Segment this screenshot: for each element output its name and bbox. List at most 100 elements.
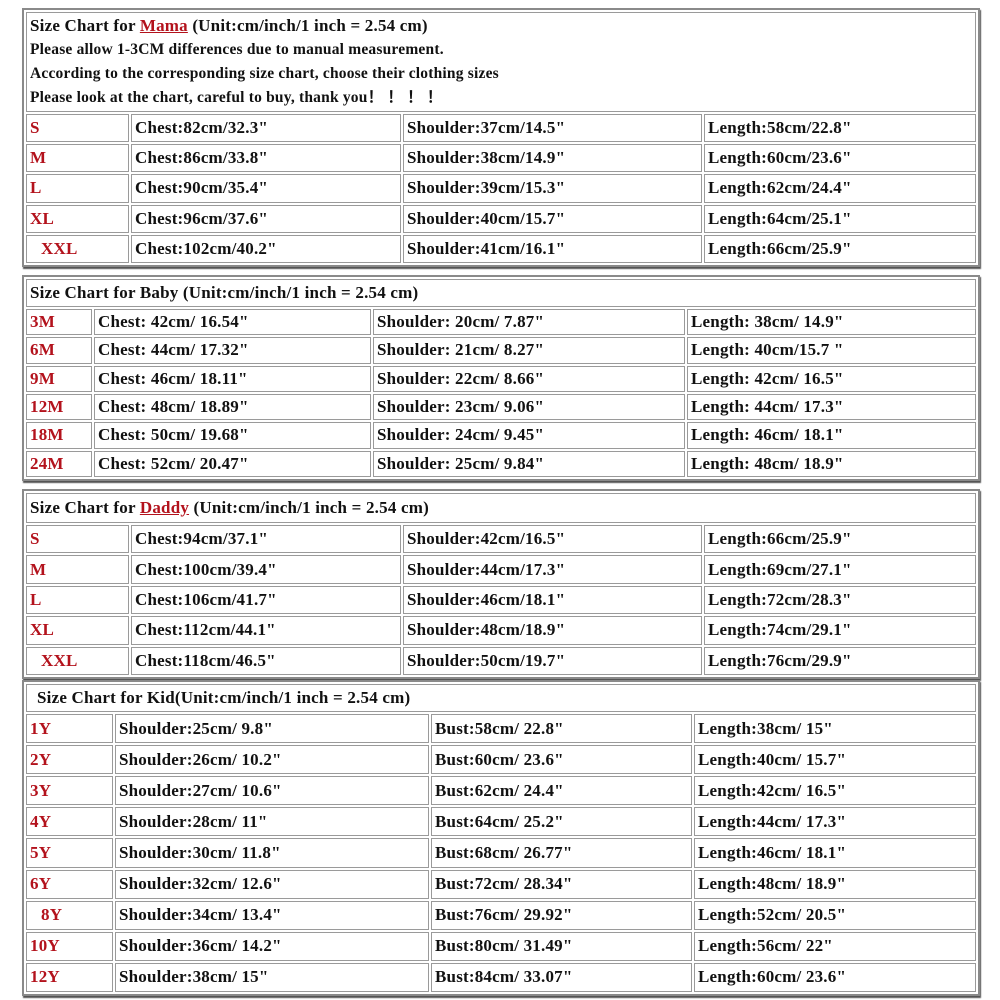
measurement-1: Shoulder:32cm/ 12.6" (115, 869, 429, 899)
baby-size-row: 18M Chest: 50cm/ 19.68" Shoulder: 24cm/ 9.… (26, 422, 976, 449)
measurement-2: Shoulder: 20cm/ 7.87" (373, 309, 685, 336)
size-label: 9M (26, 365, 92, 392)
kid-title: Size Chart for Kid(Unit:cm/inch/1 inch =… (37, 688, 411, 707)
mama-size-row: S Chest:82cm/32.3" Shoulder:37cm/14.5" Leng… (26, 114, 976, 143)
measurement-1: Shoulder:30cm/ 11.8" (115, 838, 429, 868)
measurement-1: Chest:82cm/32.3" (131, 114, 401, 143)
kid-size-row: 12Y Shoulder:38cm/ 15" Bust:84cm/ 33.07" Le… (26, 962, 976, 992)
note-line: Please allow 1-3CM differences due to ma… (30, 41, 444, 58)
measurement-3: Length:40cm/ 15.7" (694, 745, 976, 775)
size-label: XL (26, 204, 129, 233)
kid-size-row: 6Y Shoulder:32cm/ 12.6" Bust:72cm/ 28.34" L… (26, 869, 976, 899)
size-label: 6Y (26, 869, 113, 899)
measurement-1: Chest:86cm/33.8" (131, 144, 401, 173)
measurement-1: Chest: 44cm/ 17.32" (94, 337, 371, 364)
daddy-size-row: M Chest:100cm/39.4" Shoulder:44cm/17.3" Len… (26, 555, 976, 584)
measurement-2: Shoulder: 24cm/ 9.45" (373, 422, 685, 449)
kid-header: Size Chart for Kid(Unit:cm/inch/1 inch =… (26, 684, 976, 712)
measurement-3: Length: 38cm/ 14.9" (687, 309, 976, 336)
daddy-size-row: XXL Chest:118cm/46.5" Shoulder:50cm/19.7" L… (26, 646, 976, 675)
baby-header: Size Chart for Baby (Unit:cm/inch/1 inch… (26, 279, 976, 307)
measurement-2: Bust:64cm/ 25.2" (431, 807, 692, 837)
baby-size-row: 12M Chest: 48cm/ 18.89" Shoulder: 23cm/ 9.… (26, 393, 976, 421)
measurement-3: Length:64cm/25.1" (704, 204, 976, 233)
size-label: 18M (26, 422, 92, 449)
size-label: M (26, 144, 129, 173)
size-label: 1Y (26, 714, 113, 744)
measurement-2: Shoulder: 23cm/ 9.06" (373, 393, 685, 421)
measurement-1: Shoulder:25cm/ 9.8" (115, 714, 429, 744)
measurement-3: Length:58cm/22.8" (704, 114, 976, 143)
mama-header: Size Chart for Mama (Unit:cm/inch/1 inch… (26, 12, 976, 112)
measurement-2: Bust:80cm/ 31.49" (431, 931, 692, 961)
size-label: 24M (26, 450, 92, 477)
measurement-3: Length:56cm/ 22" (694, 931, 976, 961)
title-prefix: Size Chart for (30, 498, 140, 517)
baby-size-row: 9M Chest: 46cm/ 18.11" Shoulder: 22cm/ 8.6… (26, 365, 976, 392)
mama-highlight: Mama (139, 16, 188, 35)
baby-size-chart: Size Chart for Baby (Unit:cm/inch/1 inch… (22, 275, 980, 481)
measurement-1: Shoulder:26cm/ 10.2" (115, 745, 429, 775)
measurement-2: Shoulder: 21cm/ 8.27" (373, 337, 685, 364)
measurement-3: Length:72cm/28.3" (704, 585, 976, 615)
measurement-2: Bust:68cm/ 26.77" (431, 838, 692, 868)
title-suffix: (Unit:cm/inch/1 inch = 2.54 cm) (189, 498, 429, 517)
measurement-2: Shoulder:48cm/18.9" (403, 616, 702, 645)
measurement-1: Shoulder:38cm/ 15" (115, 962, 429, 992)
kid-size-row: 2Y Shoulder:26cm/ 10.2" Bust:60cm/ 23.6" Le… (26, 745, 976, 775)
measurement-2: Shoulder:39cm/15.3" (403, 174, 702, 203)
measurement-3: Length: 46cm/ 18.1" (687, 422, 976, 449)
measurement-2: Shoulder:46cm/18.1" (403, 585, 702, 615)
baby-title: Size Chart for Baby (Unit:cm/inch/1 inch… (30, 283, 419, 302)
size-label: S (26, 525, 129, 554)
measurement-3: Length:62cm/24.4" (704, 174, 976, 203)
size-label: 12M (26, 393, 92, 421)
title-prefix: Size Chart for (30, 16, 140, 35)
measurement-1: Chest:102cm/40.2" (131, 234, 401, 263)
mama-size-row: XL Chest:96cm/37.6" Shoulder:40cm/15.7" Len… (26, 204, 976, 233)
size-label: L (26, 585, 129, 615)
size-label: 2Y (26, 745, 113, 775)
measurement-3: Length:76cm/29.9" (704, 646, 976, 675)
size-label: 4Y (26, 807, 113, 837)
size-label: XXL (26, 646, 129, 675)
measurement-1: Chest:94cm/37.1" (131, 525, 401, 554)
daddy-size-row: XL Chest:112cm/44.1" Shoulder:48cm/18.9" Le… (26, 616, 976, 645)
measurement-3: Length:44cm/ 17.3" (694, 807, 976, 837)
size-label: 12Y (26, 962, 113, 992)
daddy-size-row: S Chest:94cm/37.1" Shoulder:42cm/16.5" Leng… (26, 525, 976, 554)
mama-size-chart: Size Chart for Mama (Unit:cm/inch/1 inch… (22, 8, 980, 267)
kid-size-row: 1Y Shoulder:25cm/ 9.8" Bust:58cm/ 22.8" Len… (26, 714, 976, 744)
measurement-2: Shoulder: 25cm/ 9.84" (373, 450, 685, 477)
baby-size-row: 24M Chest: 52cm/ 20.47" Shoulder: 25cm/ 9.… (26, 450, 976, 477)
measurement-2: Shoulder:40cm/15.7" (403, 204, 702, 233)
kid-size-row: 10Y Shoulder:36cm/ 14.2" Bust:80cm/ 31.49"… (26, 931, 976, 961)
measurement-3: Length:60cm/23.6" (704, 144, 976, 173)
mama-title: Size Chart for Mama (Unit:cm/inch/1 inch… (30, 14, 975, 38)
measurement-3: Length:46cm/ 18.1" (694, 838, 976, 868)
measurement-2: Bust:84cm/ 33.07" (431, 962, 692, 992)
note-line: According to the corresponding size char… (30, 65, 499, 82)
note-line: Please look at the chart, careful to buy… (30, 89, 443, 106)
measurement-1: Shoulder:28cm/ 11" (115, 807, 429, 837)
measurement-3: Length:42cm/ 16.5" (694, 776, 976, 806)
measurement-1: Shoulder:27cm/ 10.6" (115, 776, 429, 806)
size-label: S (26, 114, 129, 143)
measurement-1: Chest:96cm/37.6" (131, 204, 401, 233)
measurement-3: Length:48cm/ 18.9" (694, 869, 976, 899)
mama-size-row: XXL Chest:102cm/40.2" Shoulder:41cm/16.1" L… (26, 234, 976, 263)
kid-size-chart: Size Chart for Kid(Unit:cm/inch/1 inch =… (22, 680, 980, 996)
daddy-size-chart: Size Chart for Daddy (Unit:cm/inch/1 inc… (22, 489, 980, 679)
title-suffix: (Unit:cm/inch/1 inch = 2.54 cm) (187, 16, 428, 35)
size-label: M (26, 555, 129, 584)
kid-size-row: 5Y Shoulder:30cm/ 11.8" Bust:68cm/ 26.77" L… (26, 838, 976, 868)
measurement-2: Bust:60cm/ 23.6" (431, 745, 692, 775)
measurement-3: Length:66cm/25.9" (704, 234, 976, 263)
mama-size-row: L Chest:90cm/35.4" Shoulder:39cm/15.3" Leng… (26, 174, 976, 203)
measurement-3: Length:69cm/27.1" (704, 555, 976, 584)
measurement-3: Length:74cm/29.1" (704, 616, 976, 645)
measurement-1: Shoulder:36cm/ 14.2" (115, 931, 429, 961)
measurement-1: Chest: 46cm/ 18.11" (94, 365, 371, 392)
measurement-2: Shoulder:44cm/17.3" (403, 555, 702, 584)
measurement-3: Length: 44cm/ 17.3" (687, 393, 976, 421)
